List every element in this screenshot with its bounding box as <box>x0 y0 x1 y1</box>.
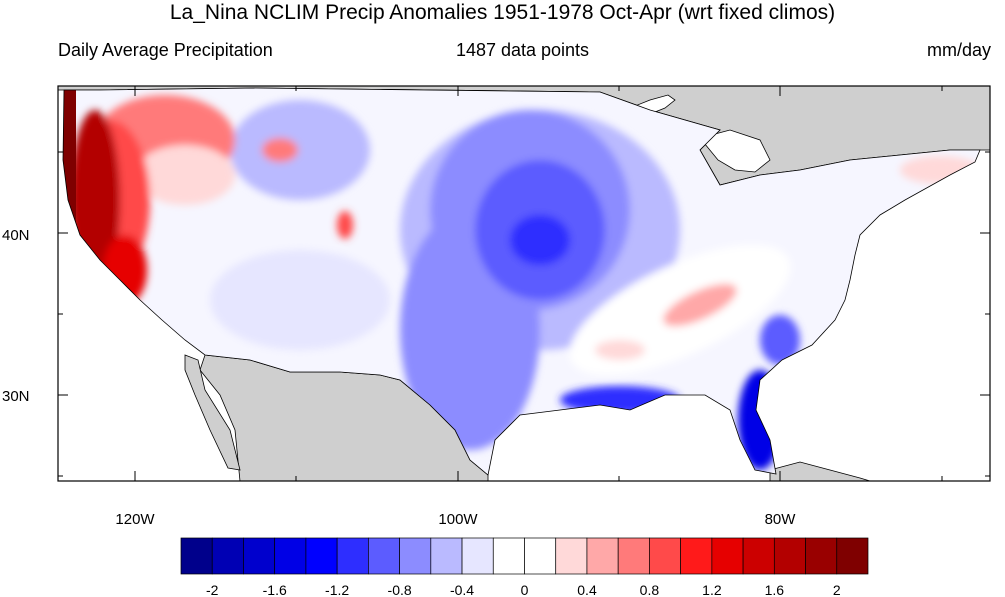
colorbar-tick-label: 0.8 <box>640 582 660 597</box>
colorbar-swatch <box>773 537 806 575</box>
colorbar-swatch <box>305 537 338 575</box>
colorbar-swatch <box>274 537 307 575</box>
colorbar-swatch <box>586 537 619 575</box>
lon-label-80w: 80W <box>765 511 797 528</box>
colorbar-tick-label: 1.6 <box>765 582 785 597</box>
colorbar-swatch <box>368 537 400 575</box>
colorbar-swatch <box>649 537 681 575</box>
colorbar-swatch <box>555 537 588 575</box>
colorbar-tick-label: -0.8 <box>388 582 412 597</box>
colorbar-swatch <box>430 537 463 575</box>
colorbar-labels: -2 -1.6 -1.2 -0.8 -0.4 0 0.4 0.8 1.2 1.6 2 <box>206 582 841 597</box>
variable-subtitle: Daily Average Precipitation <box>58 40 273 60</box>
colorbar-swatch <box>680 537 713 575</box>
colorbar-swatch <box>836 537 869 575</box>
colorbar-swatch <box>461 537 494 575</box>
map-title: La_Nina NCLIM Precip Anomalies 1951-1978… <box>169 1 836 24</box>
colorbar-tick-label: 2 <box>833 582 841 597</box>
colorbar-tick-label: -0.4 <box>450 582 474 597</box>
lat-label-40n: 40N <box>2 227 30 244</box>
colorbar-tick-label: -1.2 <box>325 582 349 597</box>
units-subtitle: mm/day <box>926 40 991 60</box>
colorbar-swatch <box>399 537 432 575</box>
map-frame <box>57 85 991 482</box>
lon-label-100w: 100W <box>438 511 478 528</box>
colorbar-tick-label: -2 <box>206 582 219 597</box>
colorbar-tick-label: -1.6 <box>263 582 287 597</box>
colorbar-tick-label: 0 <box>521 582 529 597</box>
colorbar-swatch <box>805 537 838 575</box>
colorbar-swatch <box>336 537 369 575</box>
colorbar-tick-label: 0.4 <box>577 582 597 597</box>
colorbar-swatch <box>524 537 557 575</box>
lat-label-30n: 30N <box>2 388 30 405</box>
colorbar-swatch <box>742 537 775 575</box>
colorbar-swatch <box>243 537 276 575</box>
data-points-subtitle: 1487 data points <box>455 40 590 60</box>
colorbar-swatch <box>492 537 525 575</box>
colorbar-swatch <box>711 537 744 575</box>
colorbar-swatch <box>211 537 244 575</box>
colorbar-swatch <box>180 537 213 575</box>
colorbar-swatch <box>617 537 650 575</box>
axis-ticks <box>58 86 990 481</box>
colorbar <box>180 537 869 575</box>
lon-label-120w: 120W <box>115 511 155 528</box>
colorbar-tick-label: 1.2 <box>702 582 722 597</box>
